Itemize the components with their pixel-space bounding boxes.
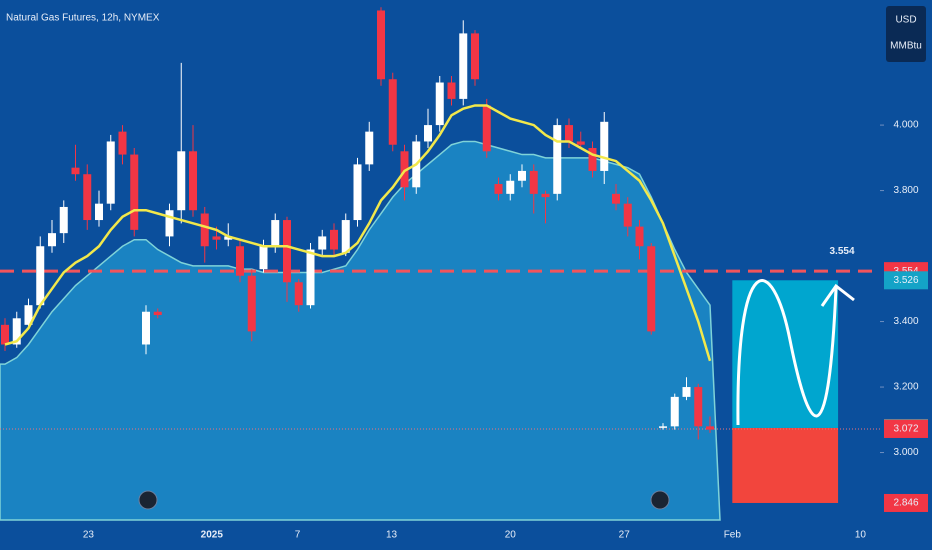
- candle-body: [142, 311, 150, 345]
- y-tick-label: 3.000: [893, 447, 918, 458]
- event-icon[interactable]: [138, 490, 158, 510]
- candle-body: [118, 131, 127, 155]
- y-tick-label: 4.000: [893, 120, 918, 131]
- candle-body: [576, 141, 585, 145]
- plot: 3.000 3.200 3.400 3.800 4.000 23 2025 7 13 20 27 Fe…: [0, 7, 928, 541]
- candle-body: [177, 151, 186, 211]
- x-tick-label: Feb: [724, 530, 742, 541]
- projection-curve: [736, 279, 838, 426]
- event-icon[interactable]: [650, 490, 670, 510]
- unit-box: [886, 6, 926, 62]
- candle-body: [95, 203, 103, 221]
- candle-body: [271, 220, 280, 247]
- candle-body: [365, 131, 374, 165]
- candle-body: [471, 33, 479, 80]
- candle-body: [647, 246, 656, 332]
- candle-body: [447, 82, 456, 99]
- candle-body: [330, 229, 338, 250]
- price-label-box: [884, 419, 928, 438]
- candle-body: [459, 33, 468, 99]
- price-label: 2.846: [893, 498, 918, 509]
- candle-body: [400, 151, 409, 188]
- chart-title: Natural Gas Futures, 12h, NYMEX: [6, 13, 160, 24]
- candle-body: [200, 213, 209, 247]
- candle-body: [130, 154, 139, 230]
- y-tick-label: 3.200: [893, 382, 918, 393]
- candle-body: [12, 318, 21, 345]
- candle-body: [247, 275, 256, 332]
- candle-body: [259, 246, 268, 270]
- candle-body: [71, 167, 80, 175]
- candle-body: [224, 236, 233, 240]
- candle-body: [482, 105, 491, 152]
- candle-body: [59, 206, 68, 234]
- candle-body: [600, 121, 609, 171]
- x-tick-label: 7: [295, 530, 301, 541]
- price-label: 3.072: [893, 424, 918, 435]
- candle-body: [494, 184, 503, 194]
- x-tick-label: 23: [83, 530, 95, 541]
- candle-body: [706, 426, 714, 430]
- x-tick-label: 27: [619, 530, 631, 541]
- x-tick-label: 10: [855, 530, 867, 541]
- candle-body: [506, 180, 515, 194]
- candle-body: [318, 236, 327, 250]
- candle-body: [518, 170, 526, 181]
- candle-body: [48, 233, 56, 247]
- candle-body: [529, 170, 538, 194]
- candle-body: [306, 249, 315, 306]
- unit: MMBtu: [890, 41, 922, 52]
- candle-body: [435, 82, 444, 126]
- candle-body: [106, 141, 115, 204]
- currency: USD: [895, 15, 916, 26]
- candle-body: [424, 125, 432, 142]
- candle-body: [341, 220, 350, 253]
- x-tick-label: 20: [505, 530, 517, 541]
- candle-body: [1, 324, 9, 345]
- price-label-box: [884, 271, 928, 290]
- candle-body: [153, 311, 162, 316]
- candle-body: [553, 125, 562, 194]
- x-tick-label: 2025: [201, 530, 224, 541]
- price-label-box: [884, 493, 928, 512]
- candle-body: [236, 246, 244, 276]
- candle-body: [377, 10, 385, 80]
- stop-zone: [732, 427, 839, 503]
- candle-body: [24, 305, 33, 325]
- candle-body: [565, 125, 573, 142]
- ma-line: [4, 104, 712, 362]
- candle-body: [212, 236, 221, 240]
- candle-body: [623, 203, 632, 227]
- target-zone: [732, 280, 839, 428]
- candle-body: [294, 282, 303, 306]
- candle-body: [283, 220, 291, 283]
- candle-body: [353, 164, 362, 221]
- candle-body: [83, 174, 92, 221]
- candle-body: [189, 151, 197, 211]
- projection-arrow: [820, 283, 855, 307]
- y-tick-label: 3.800: [893, 185, 918, 196]
- candle-body: [635, 226, 644, 247]
- candle-body: [670, 396, 679, 427]
- annotation: 3.554: [829, 246, 854, 257]
- price-label: 3.554: [893, 266, 918, 277]
- candle-body: [388, 79, 397, 145]
- candle-body: [694, 387, 703, 427]
- candle-body: [588, 148, 597, 171]
- candle-body: [165, 210, 174, 237]
- candle-body: [612, 193, 620, 204]
- candle-body: [541, 193, 550, 198]
- price-label: 3.526: [893, 275, 918, 286]
- candle-body: [682, 387, 691, 397]
- candle-body: [36, 246, 45, 306]
- x-tick-label: 13: [386, 530, 398, 541]
- candle-body: [659, 426, 667, 428]
- y-tick-label: 3.400: [893, 316, 918, 327]
